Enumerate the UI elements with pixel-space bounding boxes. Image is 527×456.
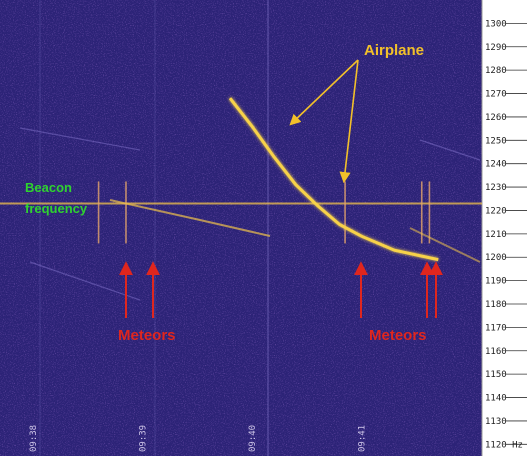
axis-panel — [482, 0, 527, 456]
y-tick-label: 1130 — [485, 417, 507, 427]
secondary-trace-tail — [409, 227, 481, 263]
y-tick-label: 1270 — [485, 90, 507, 100]
y-tick-label: 1150 — [485, 370, 507, 380]
y-tick-label: 1280 — [485, 66, 507, 76]
y-tick-label: 1240 — [485, 160, 507, 170]
secondary-trace — [109, 199, 271, 237]
airplane-doppler-trace — [228, 97, 439, 262]
meteors-label-right: Meteors — [369, 327, 427, 344]
airplane-arrow-1 — [289, 59, 359, 126]
beacon-label-line1: Beacon — [25, 180, 72, 195]
y-tick-label: 1210 — [485, 230, 507, 240]
x-tick-label: 09:41 — [358, 425, 368, 452]
y-tick-label: 1250 — [485, 136, 507, 146]
faint-streaks — [19, 127, 481, 301]
background-stripes — [39, 0, 269, 456]
airplane-arrow-2 — [339, 59, 359, 184]
beacon-label-line2: frequency — [25, 201, 88, 216]
y-tick-label: 1160 — [485, 347, 507, 357]
plot-noise — [0, 0, 482, 456]
y-tick-label: 1300 — [485, 19, 507, 29]
x-tick-label: 09:40 — [248, 425, 258, 452]
y-tick-label: 1290 — [485, 43, 507, 53]
y-tick-label: 1140 — [485, 394, 507, 404]
y-tick-label: 1120 Hz — [485, 440, 523, 450]
y-tick-label: 1200 — [485, 253, 507, 263]
y-axis-ticks: 1300 1290 1280 1270 1260 1250 1240 1230 1220 1210… — [485, 19, 527, 450]
x-axis-time-labels: 09:38 09:39 09:40 09:41 — [29, 425, 368, 452]
y-tick-label: 1220 — [485, 206, 507, 216]
x-tick-label: 09:38 — [29, 425, 39, 452]
y-tick-label: 1190 — [485, 277, 507, 287]
y-tick-label: 1260 — [485, 113, 507, 123]
y-tick-label: 1170 — [485, 323, 507, 333]
meteor-arrows — [119, 261, 443, 318]
x-tick-label: 09:39 — [138, 425, 148, 452]
y-tick-label: 1230 — [485, 183, 507, 193]
meteors-label-left: Meteors — [118, 327, 176, 344]
y-tick-label: 1180 — [485, 300, 507, 310]
airplane-label: Airplane — [364, 42, 424, 59]
